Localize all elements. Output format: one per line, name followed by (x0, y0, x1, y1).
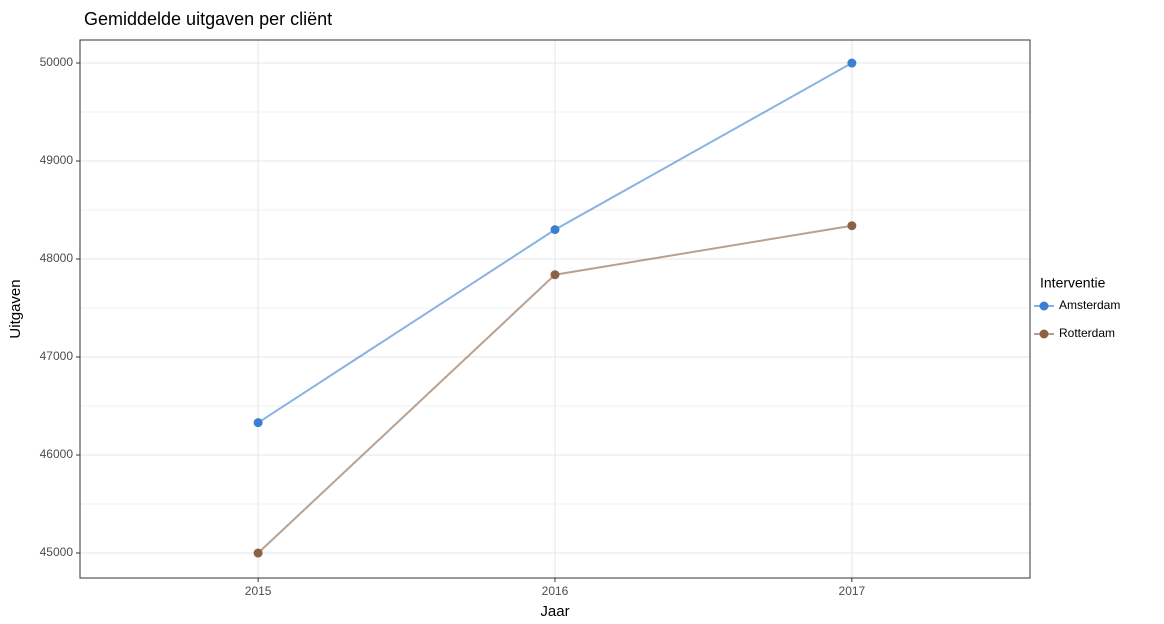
legend-title: Interventie (1040, 275, 1106, 291)
data-point (253, 418, 263, 428)
legend-marker (1039, 301, 1049, 311)
panel-border (79, 39, 1031, 579)
x-tick-label: 2016 (542, 584, 569, 598)
data-point (550, 270, 560, 280)
x-tick-label: 2017 (839, 584, 866, 598)
y-axis-title: Uitgaven (7, 279, 24, 338)
y-tick-label: 46000 (40, 447, 74, 461)
legend-label: Rotterdam (1059, 326, 1115, 340)
data-point (847, 58, 857, 68)
data-point (253, 548, 263, 558)
y-tick-label: 49000 (40, 153, 74, 167)
y-tick-label: 47000 (40, 349, 74, 363)
y-tick-label: 48000 (40, 251, 74, 265)
x-tick-label: 2015 (245, 584, 272, 598)
data-point (847, 221, 857, 231)
legend-marker (1039, 329, 1049, 339)
y-tick-label: 50000 (40, 55, 74, 69)
legend-label: Amsterdam (1059, 298, 1120, 312)
chart-title: Gemiddelde uitgaven per cliënt (84, 9, 332, 29)
y-tick-label: 45000 (40, 545, 74, 559)
data-point (550, 225, 560, 235)
x-axis-title: Jaar (540, 603, 569, 620)
grid (80, 40, 1030, 578)
